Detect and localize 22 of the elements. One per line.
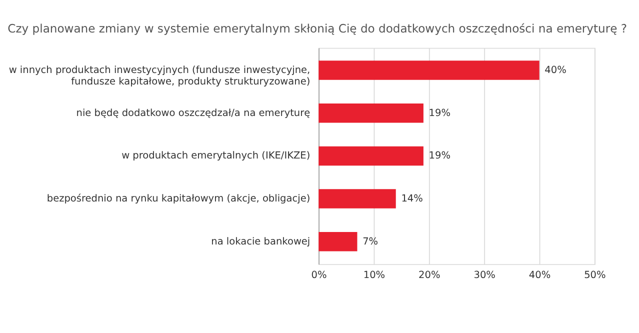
bar (318, 189, 396, 208)
bar (318, 60, 540, 80)
data-label: 19% (428, 108, 451, 119)
data-label: 19% (428, 150, 451, 162)
data-label: 7% (362, 236, 378, 248)
y-tick-label: na lokacie bankowej (211, 236, 310, 248)
x-tick-label: 10% (363, 270, 386, 281)
data-label: 14% (401, 193, 423, 204)
x-tick-label: 50% (584, 270, 606, 281)
y-tick-label: w produktach emerytalnych (IKE/IKZE) (122, 150, 310, 162)
bar (318, 103, 424, 123)
x-tick-label: 0% (311, 270, 327, 281)
bar (318, 232, 358, 252)
y-tick-label: bezpośrednio na rynku kapitałowym (akcje, obligacje) (46, 193, 310, 204)
x-tick-label: 20% (418, 270, 440, 281)
chart-title: Czy planowane zmiany w systemie emerytalnym skłonią Cię do dodatkowych oszczędności na emeryturę ? (8, 22, 628, 36)
x-tick-label: 30% (474, 270, 496, 281)
x-tick-label: 40% (528, 270, 551, 281)
y-tick-label: w innych produktach inwestycyjnych (fundusze inwestycyjne, fundusze kapitałowe, produkty strukturyzowane) (8, 64, 310, 88)
data-label: 40% (544, 64, 566, 76)
y-tick-label: nie będę dodatkowo oszczędzał/a na emeryturę (76, 108, 310, 119)
bar (318, 146, 424, 166)
